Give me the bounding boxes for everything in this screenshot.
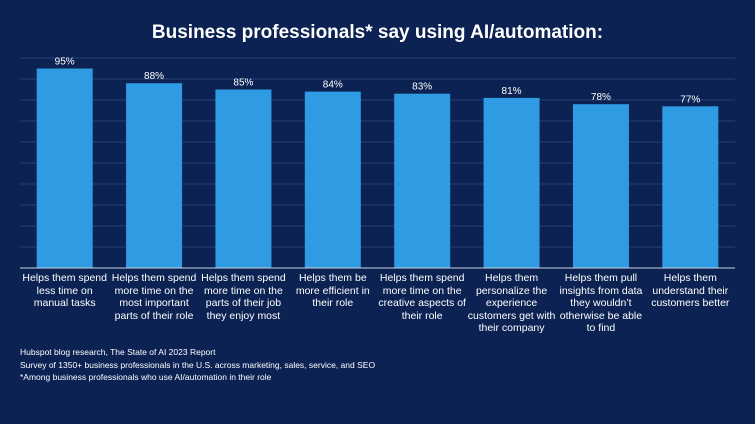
footnote-survey: Survey of 1350+ business professionals i…	[20, 359, 376, 370]
bar-6	[483, 97, 540, 269]
bar-7	[572, 104, 629, 268]
chart-title: Business professionals* say using AI/aut…	[151, 22, 604, 43]
category-label-5: Helps them spend more time on the creati…	[378, 272, 466, 322]
category-label-7: Helps them pull insights from data they …	[559, 272, 643, 334]
category-label-2: Helps them spend more time on the most i…	[111, 272, 197, 322]
category-label-6: Helps them personalize the experience cu…	[467, 272, 556, 334]
bar-1	[36, 68, 93, 268]
category-label-3: Helps them spend more time on the parts …	[201, 272, 286, 322]
bar-4	[304, 91, 361, 268]
bar-8	[662, 106, 719, 268]
footnotes: Hubspot blog research, The State of AI 2…	[20, 346, 375, 384]
category-label-1: Helps them spend less time on manual tas…	[22, 272, 107, 309]
bar-chart: 95% 88% 85% 84% 83% 81% 78% 77%	[20, 57, 735, 269]
footnote-asterisk: *Among business professionals who use AI…	[20, 372, 272, 382]
category-label-4: Helps them be more efficient in their ro…	[295, 272, 370, 309]
value-label-4: 84%	[323, 80, 343, 91]
value-label-5: 83%	[412, 82, 432, 93]
value-label-8: 77%	[680, 94, 700, 105]
bar-2	[126, 83, 183, 268]
value-labels: 95% 88% 85% 84% 83% 81% 78% 77%	[55, 57, 701, 106]
bar-3	[215, 89, 272, 268]
value-label-3: 85%	[233, 78, 253, 89]
bar-5	[394, 93, 451, 268]
footnote-source: Hubspot blog research, The State of AI 2…	[20, 347, 216, 357]
value-label-1: 95%	[55, 57, 75, 68]
bars	[36, 68, 719, 269]
value-label-6: 81%	[502, 86, 522, 97]
value-label-2: 88%	[144, 71, 164, 82]
category-label-8: Helps them understand their customers be…	[651, 272, 730, 309]
value-label-7: 78%	[591, 92, 611, 103]
